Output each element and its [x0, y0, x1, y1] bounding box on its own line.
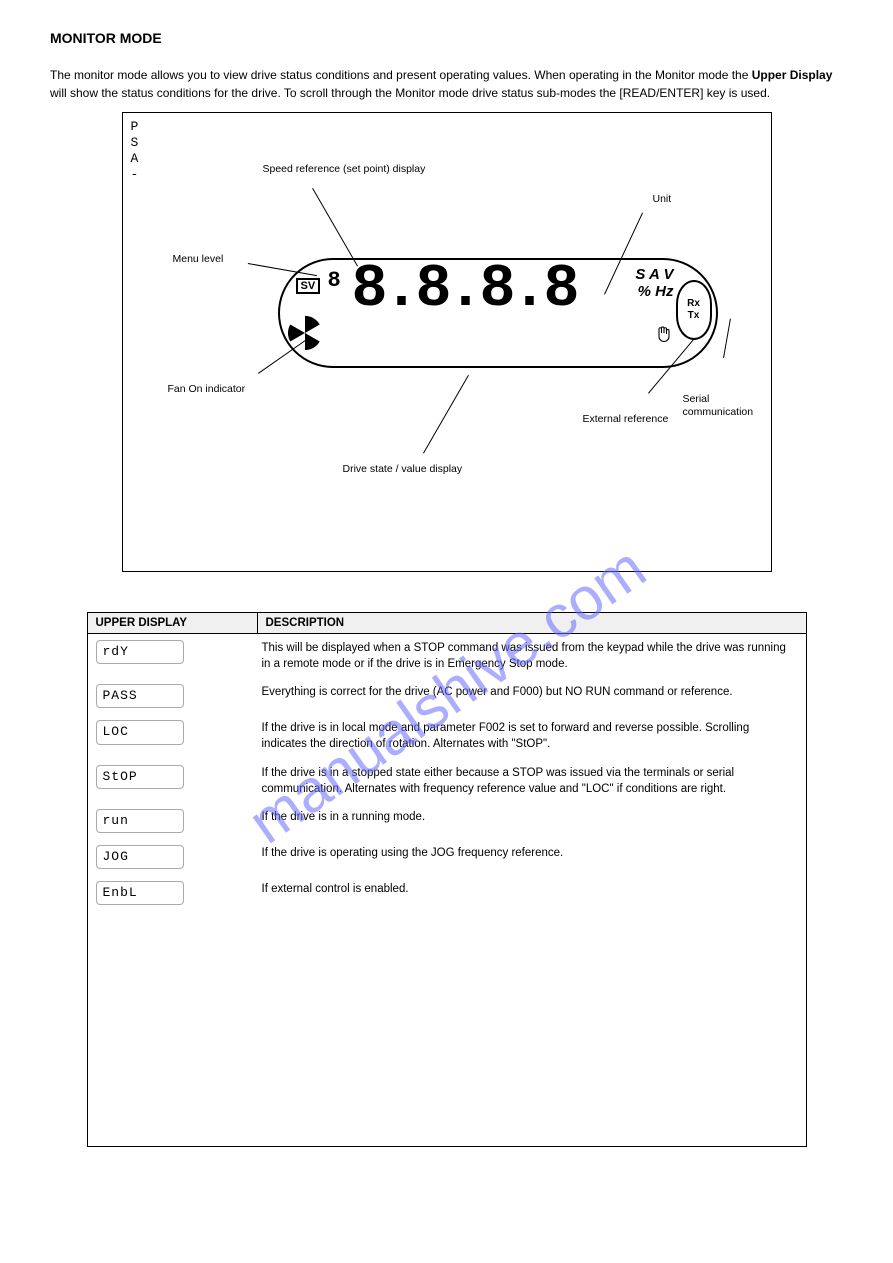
seg-display: LOC [96, 720, 184, 744]
lcd-panel: SV 8 8.8.8.8 S A V % Hz Rx Tx [278, 258, 718, 368]
callout-fan: Fan On indicator [168, 383, 246, 396]
callout-ext: External reference [583, 413, 669, 426]
status-table: UPPER DISPLAY DESCRIPTION rdY This will … [87, 612, 807, 1147]
lcd-main-digits: 8.8.8.8 [352, 256, 576, 324]
intro-text-2: will show the status conditions for the … [50, 86, 770, 100]
sv-indicator: SV [296, 278, 321, 294]
seg-display: rdY [96, 640, 184, 664]
intro-paragraph: The monitor mode allows you to view driv… [50, 66, 843, 102]
unit-indicators: S A V % Hz [635, 266, 673, 300]
table-row: PASS Everything is correct for the drive… [88, 678, 806, 714]
callout-unit: Unit [653, 193, 672, 206]
callout-state: Drive state / value display [343, 463, 463, 476]
row-desc: If the drive is in local mode and parame… [258, 714, 806, 758]
table-row: LOC If the drive is in local mode and pa… [88, 714, 806, 758]
lcd-figure: P S A - Speed reference (set point) disp… [122, 112, 772, 572]
row-letter: P [131, 119, 139, 135]
page-title: MONITOR MODE [50, 30, 843, 46]
row-desc: Everything is correct for the drive (AC … [258, 678, 806, 714]
table-row: StOP If the drive is in a stopped state … [88, 759, 806, 803]
unit-line: S A V [635, 266, 673, 283]
table-row: EnbL If external control is enabled. [88, 875, 806, 911]
row-letter: - [131, 167, 139, 183]
status-table-header: UPPER DISPLAY DESCRIPTION [88, 613, 806, 634]
hand-icon [654, 324, 674, 344]
row-desc: If the drive is in a stopped state eithe… [258, 759, 806, 803]
rx-label: Rx [678, 298, 710, 310]
seg-display: JOG [96, 845, 184, 869]
callout-row: Menu level [173, 253, 224, 266]
row-desc: If the drive is operating using the JOG … [258, 839, 806, 875]
seg-display: StOP [96, 765, 184, 789]
table-row: JOG If the drive is operating using the … [88, 839, 806, 875]
intro-text-1: The monitor mode allows you to view driv… [50, 68, 752, 82]
row-desc: This will be displayed when a STOP comma… [258, 634, 806, 678]
table-row: rdY This will be displayed when a STOP c… [88, 634, 806, 678]
header-display: UPPER DISPLAY [88, 613, 258, 633]
row-letter: A [131, 151, 139, 167]
callout-serial: Serial communication [683, 393, 771, 418]
menu-level-letters: P S A - [131, 119, 139, 183]
serial-rxtx-indicator: Rx Tx [676, 280, 712, 340]
callout-sv: Speed reference (set point) display [263, 163, 426, 176]
seg-display: EnbL [96, 881, 184, 905]
seg-display: PASS [96, 684, 184, 708]
header-desc: DESCRIPTION [258, 613, 806, 633]
row-desc: If external control is enabled. [258, 875, 806, 911]
row-letter: S [131, 135, 139, 151]
lcd-small-digit: 8 [328, 268, 341, 293]
row-desc: If the drive is in a running mode. [258, 803, 806, 839]
fan-icon [286, 314, 324, 352]
tx-label: Tx [678, 310, 710, 322]
intro-strong: Upper Display [752, 68, 833, 82]
unit-line: % Hz [635, 283, 673, 300]
seg-display: run [96, 809, 184, 833]
table-row: run If the drive is in a running mode. [88, 803, 806, 839]
